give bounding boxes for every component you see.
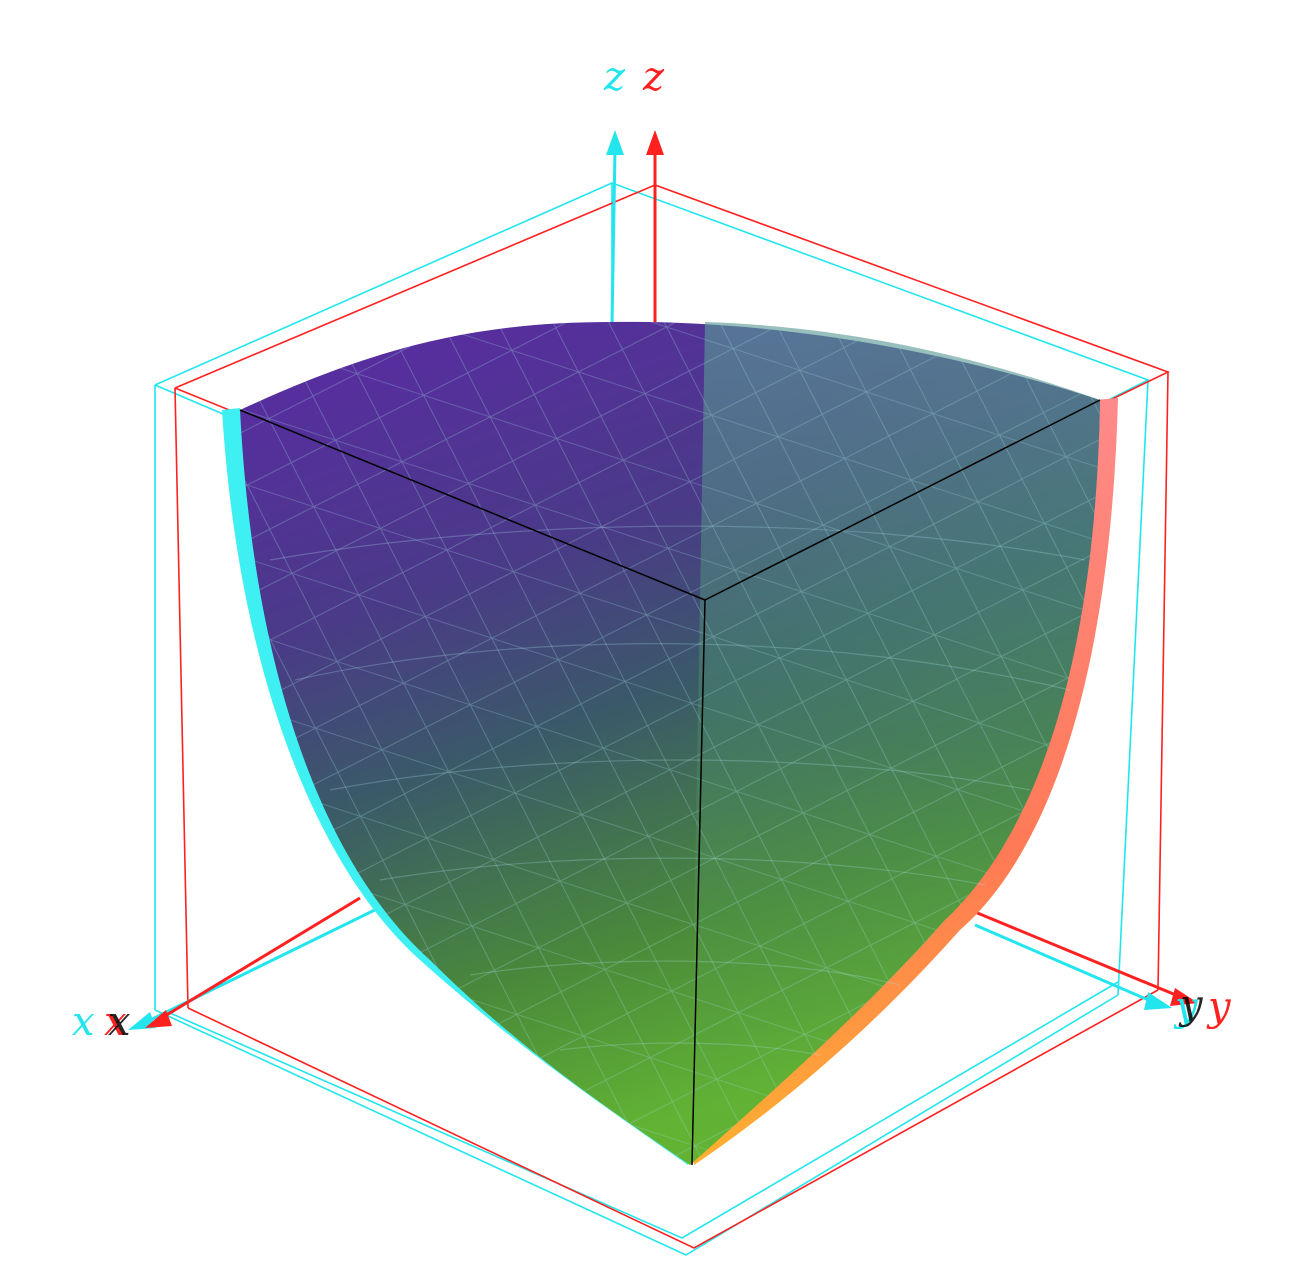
surface-mesh — [240, 321, 1100, 1165]
x-label-red: x — [104, 999, 127, 1045]
y-label-black: y — [1178, 982, 1204, 1028]
x-label-black: x — [108, 999, 131, 1045]
z-label-cyan: z — [603, 54, 626, 100]
z-label-red: z — [642, 54, 665, 100]
y-label-red: y — [1206, 984, 1232, 1030]
surface-bands — [269, 525, 1086, 1056]
y-label-cyan: y — [1173, 984, 1199, 1030]
axis-z — [606, 130, 664, 326]
x-label-cyan: x — [72, 999, 95, 1045]
cube-inner-edges — [239, 399, 1101, 1166]
axis-labels: z z x x x y y y — [72, 54, 1232, 1045]
axis-y — [974, 910, 1198, 1010]
axis-x — [128, 896, 386, 1030]
